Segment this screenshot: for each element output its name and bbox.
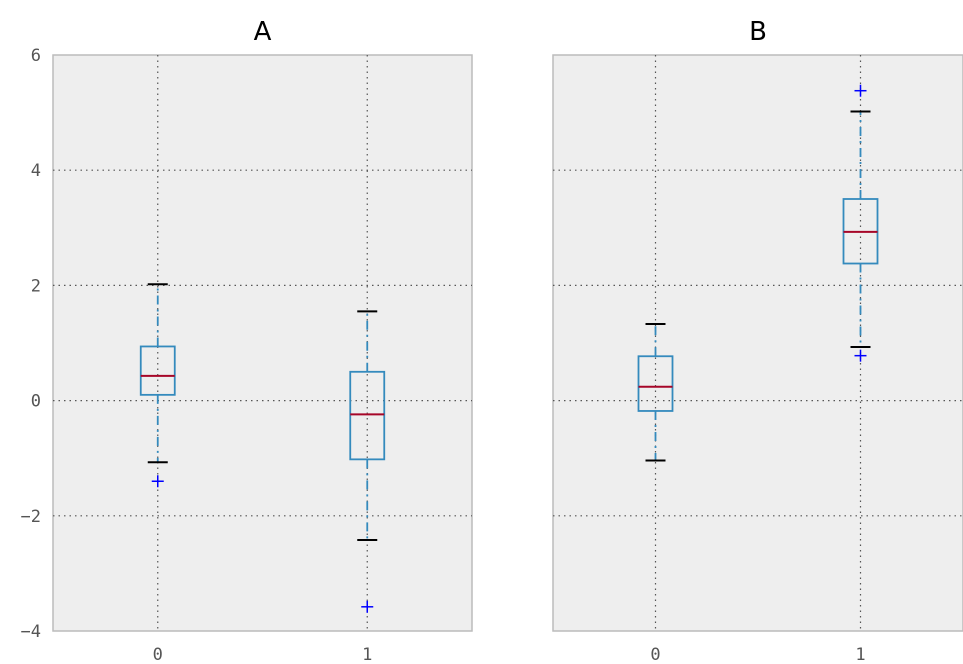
panel-1-xtick-label-1: 1 <box>855 645 865 664</box>
panel-1: 0 1 B <box>552 17 963 664</box>
panel-0-box-1-flier-0 <box>361 600 374 613</box>
ytick-label-2: 0 <box>31 392 41 412</box>
panel-1-axes-background <box>552 54 963 632</box>
panel-0-box-0 <box>139 283 176 488</box>
panel-0-title: A <box>254 17 272 47</box>
panel-0-box-0-flier-0 <box>151 475 164 488</box>
panel-0-xtick-label-0: 0 <box>153 645 163 664</box>
panel-0-box-1-iqr-box <box>349 370 386 461</box>
panel-1-xtick-label-0: 0 <box>650 645 660 664</box>
ytick-label-0: −4 <box>21 622 41 642</box>
ytick-label-3: 2 <box>31 276 41 296</box>
panel-1-box-1-flier-0 <box>854 349 867 362</box>
panel-1-box-1-flier-1 <box>854 84 867 97</box>
panel-1-title: B <box>749 17 767 47</box>
panel-0-xtick-label-1: 1 <box>362 645 372 664</box>
ytick-label-1: −2 <box>21 507 41 527</box>
ytick-label-4: 4 <box>31 161 41 181</box>
panel-1-box-1 <box>842 84 879 362</box>
panel-0-box-0-iqr-box <box>139 345 176 396</box>
panel-0-axes-background <box>52 54 473 632</box>
panel-1-box-0 <box>637 322 674 462</box>
panel-1-box-0-iqr-box <box>637 355 674 412</box>
panel-0: 0 1 A <box>52 17 473 664</box>
ytick-label-5: 6 <box>31 46 41 66</box>
panel-0-box-1 <box>349 310 386 613</box>
